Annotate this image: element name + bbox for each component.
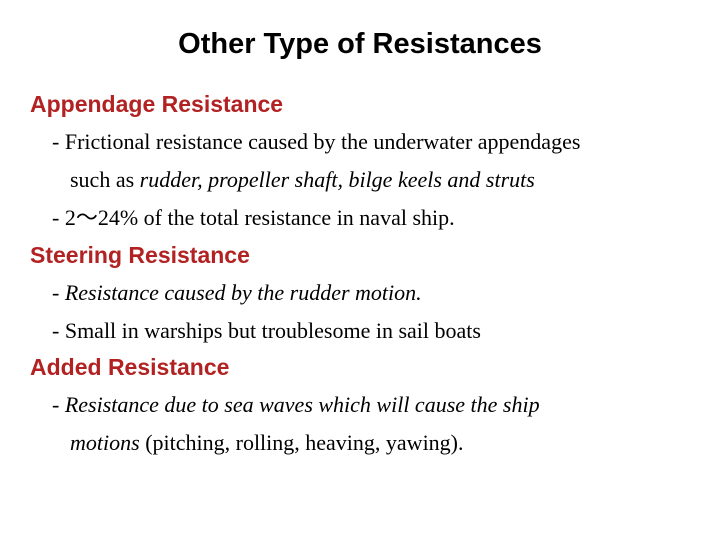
bullet-line: - Small in warships but troublesome in s…: [52, 315, 690, 347]
heading-steering: Steering Resistance: [30, 242, 690, 269]
bullet-line: - 2～24% of the total resistance in naval…: [52, 202, 690, 234]
slide-title: Other Type of Resistances: [30, 28, 690, 61]
bullet-text-plain: (pitching, rolling, heaving, yawing).: [140, 430, 464, 455]
bullet-line: - Resistance caused by the rudder motion…: [52, 277, 690, 309]
bullet-prefix: -: [52, 280, 65, 305]
bullet-line: - Frictional resistance caused by the un…: [52, 126, 690, 158]
bullet-text-italic: rudder, propeller shaft, bilge keels and…: [140, 167, 535, 192]
heading-added: Added Resistance: [30, 354, 690, 381]
bullet-prefix: -: [52, 129, 65, 154]
bullet-text: Frictional resistance caused by the unde…: [65, 129, 581, 154]
slide-container: Other Type of Resistances Appendage Resi…: [0, 0, 720, 485]
bullet-text-italic: Resistance caused by the rudder motion.: [65, 280, 422, 305]
bullet-line-cont: such as rudder, propeller shaft, bilge k…: [70, 164, 690, 196]
heading-appendage: Appendage Resistance: [30, 91, 690, 118]
bullet-text: 2～24% of the total resistance in naval s…: [65, 205, 455, 230]
bullet-text-italic: motions: [70, 430, 140, 455]
bullet-prefix: -: [52, 318, 65, 343]
bullet-text-plain: such as: [70, 167, 140, 192]
bullet-line-cont: motions (pitching, rolling, heaving, yaw…: [70, 427, 690, 459]
bullet-line: - Resistance due to sea waves which will…: [52, 389, 690, 421]
bullet-prefix: -: [52, 205, 65, 230]
bullet-text: Small in warships but troublesome in sai…: [65, 318, 481, 343]
bullet-text: - Resistance due to sea waves which will…: [52, 392, 540, 417]
